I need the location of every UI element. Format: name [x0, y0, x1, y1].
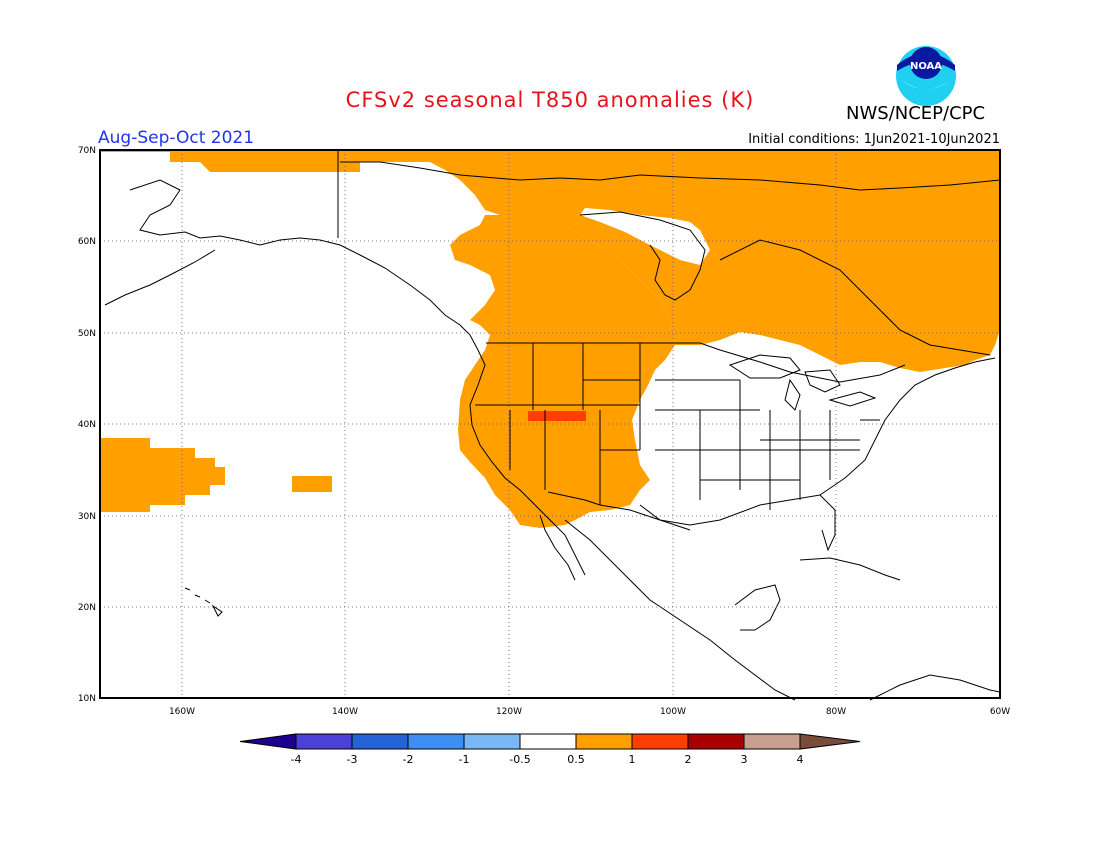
colorbar-box [743, 733, 801, 750]
colorbar-arrow-low [239, 733, 297, 750]
anomaly-region-hudson-bay-gap [580, 208, 710, 265]
lat-label: 60N [78, 237, 96, 247]
agency-label: NWS/NCEP/CPC [846, 103, 986, 124]
baja-california [539, 514, 576, 581]
colorbar-label: -0.5 [509, 753, 530, 766]
colorbar-box [295, 733, 353, 750]
lon-label: 80W [826, 707, 846, 717]
anomaly-region-pacific-mid [292, 476, 332, 492]
colorbar-label: -4 [291, 753, 302, 766]
lon-label: 100W [660, 707, 686, 717]
map-frame [99, 149, 1001, 699]
state-lines [475, 343, 880, 510]
colorbar-label: 2 [685, 753, 692, 766]
labrador-coast [719, 239, 991, 356]
lat-label: 40N [78, 420, 96, 430]
alaska-peninsula [104, 249, 216, 306]
great-lakes [728, 354, 877, 411]
lon-label: 140W [332, 707, 358, 717]
colorbar-label: -2 [403, 753, 414, 766]
anomaly-region-north [100, 150, 1000, 372]
lat-label: 20N [78, 603, 96, 613]
lon-labels: 160W 140W 120W 100W 80W 60W [169, 707, 1010, 717]
colorbar-box [687, 733, 745, 750]
colorbar-label: 0.5 [567, 753, 585, 766]
colorbar-box [631, 733, 689, 750]
us-west-coast [469, 334, 586, 576]
anomaly-region-pacific-west [100, 438, 225, 512]
colorbar-box [407, 733, 465, 750]
mexico-coast [564, 519, 796, 701]
graticule [100, 150, 1000, 698]
lat-label: 50N [78, 329, 96, 339]
colorbar-box [463, 733, 521, 750]
hawaii-islands [184, 587, 223, 617]
canada-arctic-coast [340, 161, 1001, 191]
colorbar-box [575, 733, 633, 750]
colorbar-label: 4 [797, 753, 804, 766]
map-title: CFSv2 seasonal T850 anomalies (K) [345, 88, 755, 112]
lon-label: 60W [990, 707, 1010, 717]
coastlines [104, 161, 1001, 701]
noaa-logo-text: NOAA [910, 61, 942, 72]
us-east-coast [819, 357, 996, 496]
yucatan [734, 584, 781, 631]
colorbar-labels: -4 -3 -2 -1 -0.5 0.5 1 2 3 4 [291, 753, 804, 766]
hudson-bay-coast [579, 211, 706, 301]
colorbar-box [519, 733, 577, 750]
strong-anomaly-patch [528, 411, 586, 421]
lon-label: 160W [169, 707, 195, 717]
south-america-coast [869, 674, 1001, 701]
lat-label: 30N [78, 512, 96, 522]
colorbar-box [351, 733, 409, 750]
cuba [799, 557, 901, 581]
initial-conditions-label: Initial conditions: 1Jun2021-10Jun2021 [748, 132, 1000, 147]
season-label: Aug-Sep-Oct 2021 [98, 128, 255, 148]
lat-labels: 70N 60N 50N 40N 30N 20N 10N [78, 146, 96, 704]
colorbar-label: -1 [459, 753, 470, 766]
colorbar-label: 1 [629, 753, 636, 766]
noaa-logo: NOAA [896, 46, 956, 106]
colorbar-arrow-high [799, 733, 861, 750]
us-canada-border [486, 342, 906, 383]
alaska-coast [129, 179, 471, 336]
gulf-coast [639, 494, 836, 552]
lat-label: 10N [78, 694, 96, 704]
lat-label: 70N [78, 146, 96, 156]
colorbar-boxes [239, 733, 861, 750]
us-mexico-border [547, 491, 691, 531]
colorbar-label: 3 [741, 753, 748, 766]
colorbar-label: -3 [347, 753, 358, 766]
lon-label: 120W [496, 707, 522, 717]
political-borders [337, 150, 906, 531]
